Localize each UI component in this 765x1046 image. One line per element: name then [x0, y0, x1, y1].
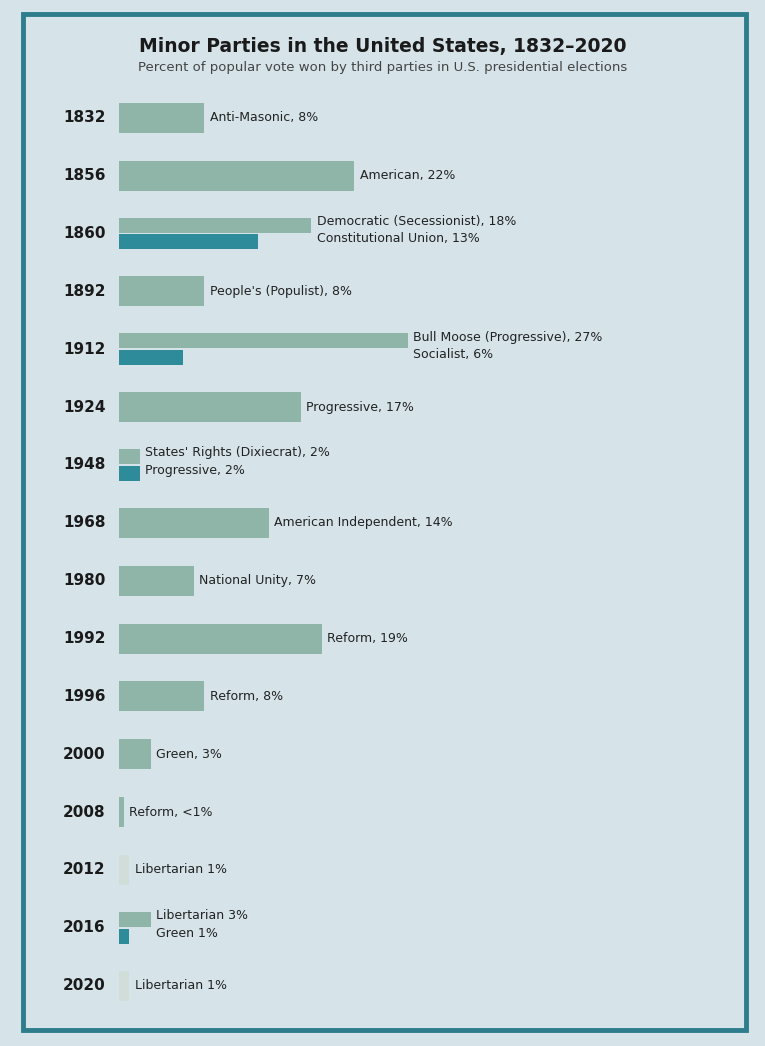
- Text: 2008: 2008: [63, 804, 106, 820]
- Bar: [119, 350, 183, 365]
- Bar: [119, 334, 408, 348]
- Bar: [119, 465, 140, 481]
- Text: 2012: 2012: [63, 863, 106, 878]
- Bar: [119, 740, 151, 769]
- Text: 1912: 1912: [63, 342, 106, 357]
- Text: Green, 3%: Green, 3%: [156, 748, 222, 760]
- Text: Libertarian 3%
Green 1%: Libertarian 3% Green 1%: [156, 909, 248, 939]
- Text: American, 22%: American, 22%: [360, 169, 455, 182]
- Text: 1860: 1860: [63, 226, 106, 241]
- Text: 1992: 1992: [63, 631, 106, 646]
- Text: 1968: 1968: [63, 516, 106, 530]
- Bar: [119, 912, 151, 927]
- Text: Libertarian 1%: Libertarian 1%: [135, 864, 226, 877]
- Text: Reform, 19%: Reform, 19%: [327, 632, 409, 645]
- Bar: [119, 449, 140, 464]
- Text: 1924: 1924: [63, 400, 106, 414]
- Text: 1892: 1892: [63, 283, 106, 299]
- Text: Percent of popular vote won by third parties in U.S. presidential elections: Percent of popular vote won by third par…: [138, 61, 627, 73]
- Text: States' Rights (Dixiecrat), 2%
Progressive, 2%: States' Rights (Dixiecrat), 2% Progressi…: [145, 447, 330, 477]
- Bar: [119, 218, 311, 232]
- Text: 1856: 1856: [63, 168, 106, 183]
- Bar: [119, 623, 322, 654]
- Text: People's (Populist), 8%: People's (Populist), 8%: [210, 285, 352, 298]
- Bar: [119, 681, 204, 711]
- Text: 2000: 2000: [63, 747, 106, 761]
- Bar: [119, 103, 204, 133]
- Text: Anti-Masonic, 8%: Anti-Masonic, 8%: [210, 111, 318, 124]
- Text: 1980: 1980: [63, 573, 106, 588]
- Bar: [119, 566, 194, 596]
- Bar: [119, 161, 354, 190]
- Bar: [119, 971, 129, 1001]
- Bar: [119, 855, 129, 885]
- Text: Minor Parties in the United States, 1832–2020: Minor Parties in the United States, 1832…: [138, 37, 627, 55]
- Text: Progressive, 17%: Progressive, 17%: [306, 401, 414, 413]
- Text: Libertarian 1%: Libertarian 1%: [135, 979, 226, 993]
- Bar: [119, 276, 204, 306]
- Text: Reform, 8%: Reform, 8%: [210, 690, 283, 703]
- Text: Reform, <1%: Reform, <1%: [129, 805, 213, 819]
- Text: 1996: 1996: [63, 689, 106, 704]
- Text: American Independent, 14%: American Independent, 14%: [274, 517, 452, 529]
- Text: Democratic (Secessionist), 18%
Constitutional Union, 13%: Democratic (Secessionist), 18% Constitut…: [317, 214, 516, 246]
- Text: National Unity, 7%: National Unity, 7%: [199, 574, 316, 587]
- Text: 2020: 2020: [63, 978, 106, 994]
- Text: Bull Moose (Progressive), 27%
Socialist, 6%: Bull Moose (Progressive), 27% Socialist,…: [413, 331, 603, 361]
- Bar: [119, 797, 124, 827]
- Bar: [119, 929, 129, 943]
- Text: 1948: 1948: [63, 457, 106, 473]
- Bar: [119, 507, 269, 538]
- Bar: [119, 392, 301, 423]
- Text: 2016: 2016: [63, 920, 106, 935]
- Bar: [119, 234, 258, 249]
- Text: 1832: 1832: [63, 110, 106, 126]
